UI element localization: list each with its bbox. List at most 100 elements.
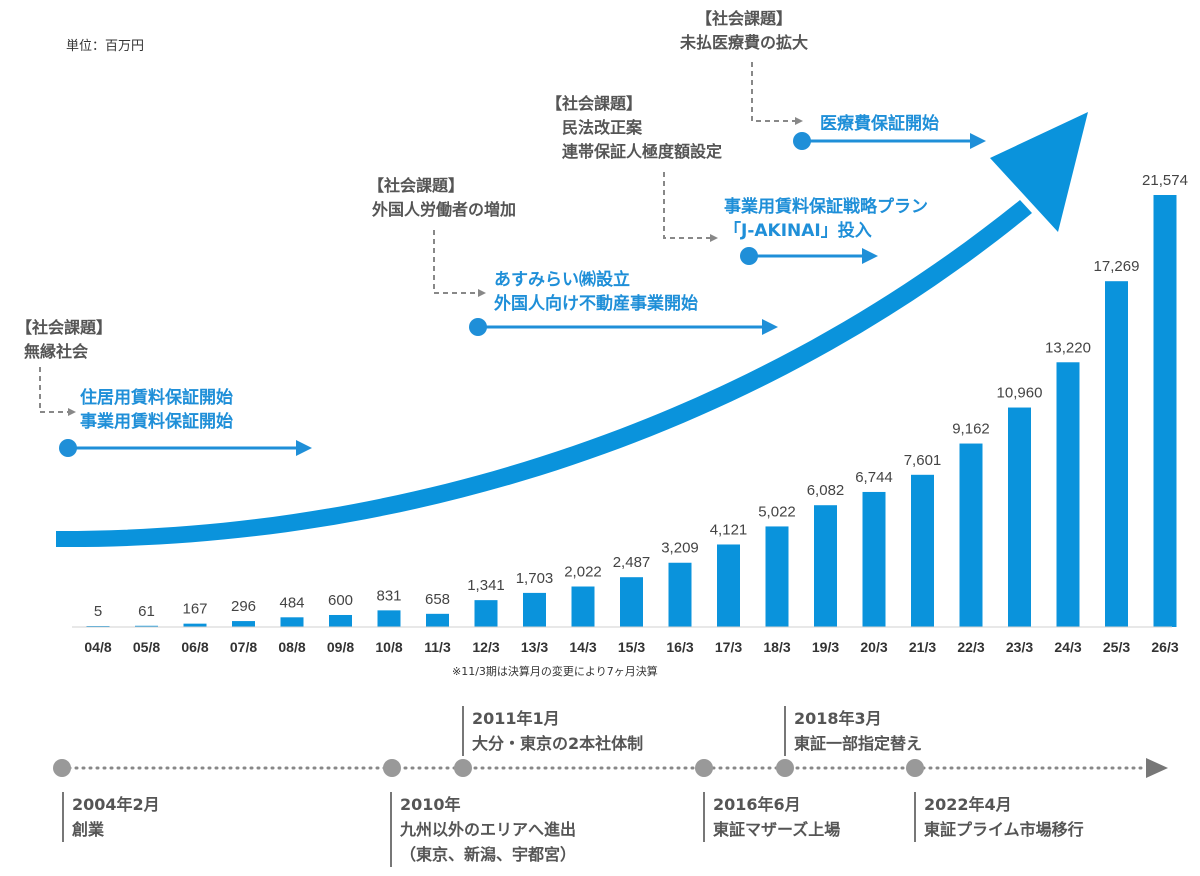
bar-value-label: 5,022: [758, 503, 796, 520]
category-tick-label: 07/8: [230, 639, 257, 655]
bar-value-label: 6,082: [807, 482, 845, 499]
growth-arrow-head: [990, 112, 1088, 232]
social-issue-2: 【社会課題】 外国人労働者の増加: [368, 174, 516, 222]
bar-24/3: [1056, 362, 1080, 627]
timeline-date: 2016年6月: [713, 795, 801, 814]
bar-20/3: [862, 491, 886, 627]
category-tick-label: 15/3: [618, 639, 645, 655]
category-tick-label: 11/3: [424, 639, 451, 655]
milestone-arrow-4: [793, 132, 986, 150]
social-issue-4: 【社会課題】 未払医療費の拡大: [680, 7, 808, 55]
timeline-date: 2022年4月: [924, 795, 1012, 814]
milestone-line1: 事業用賃料保証戦略プラン: [724, 197, 928, 217]
bar-23/3: [1008, 407, 1031, 627]
bar-value-label: 7,601: [904, 452, 942, 469]
bar-06/8: [183, 623, 207, 627]
dashed-connector-1-head: [68, 408, 76, 416]
category-tick-label: 05/8: [133, 639, 160, 655]
bar-value-label: 296: [231, 598, 256, 615]
timeline-event-2016: 2016年6月 東証マザーズ上場: [703, 792, 840, 842]
unit-label: 単位：百万円: [66, 39, 145, 54]
category-tick-label: 24/3: [1054, 639, 1081, 655]
timeline-date: 2010年: [400, 795, 461, 814]
dashed-connector-2-head: [478, 289, 486, 297]
dashed-connector-3: [663, 172, 710, 239]
timeline-text-line1: 九州以外のエリアへ進出: [400, 820, 577, 839]
category-tick-label: 23/3: [1006, 639, 1033, 655]
milestone-line1: 医療費保証開始: [820, 114, 939, 134]
category-tick-label: 25/3: [1103, 639, 1130, 655]
bar-series: 5 04/8 61 05/8 167 06/8 296 07/8 484 08/8 600 09/8 8…: [84, 172, 1188, 655]
issue-text: 無縁社会: [24, 342, 89, 361]
category-tick-label: 19/3: [812, 639, 839, 655]
timeline-event-2011: 2011年1月 大分・東京の2本社体制: [462, 706, 643, 756]
bar-value-label: 13,220: [1045, 339, 1091, 356]
category-tick-label: 08/8: [278, 639, 305, 655]
bar-value-label: 1,703: [516, 570, 554, 587]
bar-value-label: 10,960: [997, 385, 1043, 402]
footnote: ※11/3期は決算月の変更により7ヶ月決算: [452, 665, 658, 678]
social-issue-1: 【社会課題】 無縁社会: [16, 316, 112, 364]
bar-value-label: 831: [376, 587, 401, 604]
timeline-text: 大分・東京の2本社体制: [472, 734, 644, 753]
timeline-event-2018: 2018年3月 東証一部指定替え: [784, 706, 922, 756]
category-tick-label: 18/3: [763, 639, 790, 655]
timeline-event-2022: 2022年4月 東証プライム市場移行: [914, 792, 1084, 842]
bar-16/3: [668, 562, 692, 627]
dashed-connector-3-head: [710, 234, 718, 242]
bar-value-label: 61: [138, 603, 155, 620]
bar-14/3: [571, 586, 595, 627]
category-tick-label: 12/3: [472, 639, 499, 655]
milestone-3: 事業用賃料保証戦略プラン 「J-AKINAI」投入: [724, 195, 928, 243]
timeline-text: 東証一部指定替え: [794, 734, 923, 753]
dashed-connector-4: [751, 62, 795, 122]
timeline-dot-2018: [776, 759, 794, 777]
milestone-arrow-3: [740, 247, 878, 265]
issue-tag: 【社会課題】: [546, 94, 643, 113]
bar-value-label: 2,487: [613, 554, 651, 571]
category-tick-label: 17/3: [715, 639, 742, 655]
milestone-line1: あすみらい㈱設立: [494, 270, 630, 290]
bar-25/3: [1105, 281, 1128, 627]
issue-text-line1: 民法改正案: [562, 118, 643, 137]
bar-value-label: 484: [279, 594, 304, 611]
category-tick-label: 21/3: [909, 639, 936, 655]
timeline-date: 2018年3月: [794, 709, 882, 728]
timeline-text: 東証プライム市場移行: [924, 820, 1084, 839]
issue-text: 外国人労働者の増加: [372, 200, 517, 219]
bar-21/3: [911, 474, 934, 627]
bar-value-label: 600: [328, 592, 353, 609]
category-tick-label: 09/8: [327, 639, 354, 655]
milestone-line2: 「J-AKINAI」投入: [724, 221, 872, 241]
milestone-line2: 外国人向け不動産事業開始: [494, 294, 698, 314]
timeline-dot-2022: [906, 759, 924, 777]
dashed-connector-2: [433, 230, 478, 294]
timeline-event-2010: 2010年 九州以外のエリアへ進出 （東京、新潟、宇都宮）: [390, 792, 576, 867]
issue-tag: 【社会課題】: [16, 318, 113, 337]
bar-value-label: 167: [182, 601, 207, 618]
bar-18/3: [765, 526, 789, 627]
timeline-dot-2010: [383, 759, 401, 777]
timeline-text-line2: （東京、新潟、宇都宮）: [400, 845, 577, 864]
bar-09/8: [329, 614, 352, 627]
issue-tag: 【社会課題】: [368, 176, 465, 195]
timeline-date: 2004年2月: [72, 795, 160, 814]
bar-value-label: 17,269: [1094, 258, 1140, 275]
category-tick-label: 04/8: [84, 639, 111, 655]
timeline-text: 東証マザーズ上場: [713, 820, 841, 839]
bar-11/3: [426, 613, 449, 627]
bar-13/3: [523, 592, 546, 627]
category-tick-label: 26/3: [1151, 639, 1178, 655]
bar-value-label: 658: [425, 591, 450, 608]
bar-22/3: [959, 443, 983, 627]
milestone-line2: 事業用賃料保証開始: [80, 412, 233, 432]
timeline-date: 2011年1月: [472, 709, 560, 728]
timeline-arrow-head: [1146, 758, 1168, 778]
bar-26/3: [1153, 195, 1177, 627]
category-tick-label: 10/8: [375, 639, 402, 655]
growth-arrow-body: [56, 200, 1032, 548]
bar-05/8: [135, 625, 158, 627]
milestone-line1: 住居用賃料保証開始: [80, 388, 233, 408]
